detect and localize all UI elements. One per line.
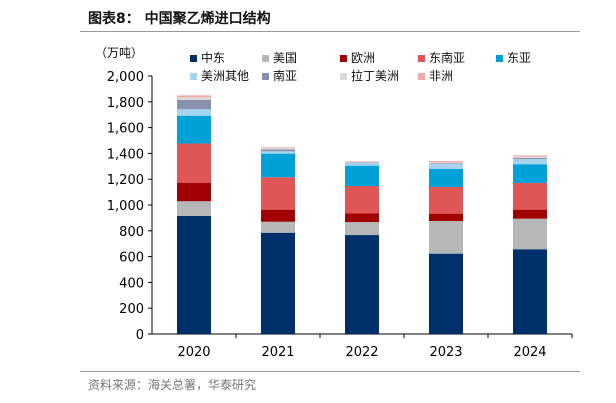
y-tick-label: 1,000 [107,199,144,214]
bar-segment-2020-非洲 [177,95,211,98]
x-tick-label: 2022 [345,345,378,360]
bar-segment-2022-南亚 [345,162,379,163]
bar-segment-2023-美国 [429,220,463,254]
legend-label-美国: 美国 [273,51,297,65]
bar-segment-2020-美国 [177,201,211,216]
legend-label-中东: 中东 [201,50,225,65]
bar-segment-2020-拉丁美洲 [177,97,211,100]
legend-swatch-拉丁美洲 [340,73,347,80]
bar-segment-2024-美国 [513,218,547,250]
bar-segment-2023-南亚 [429,163,463,164]
bar-segment-2023-拉丁美洲 [429,162,463,164]
x-tick-label: 2021 [261,345,294,360]
bar-segment-2022-欧洲 [345,213,379,223]
legend-label-拉丁美洲: 拉丁美洲 [351,68,399,83]
legend-swatch-东亚 [496,55,503,62]
bar-segment-2020-南亚 [177,99,211,110]
y-tick-label: 1,400 [107,147,144,162]
bar-segment-2023-东亚 [429,169,463,187]
legend-swatch-美国 [262,55,269,62]
bar-segment-2020-欧洲 [177,182,211,202]
bar-segment-2020-东南亚 [177,143,211,183]
bar-segment-2024-东南亚 [513,182,547,210]
source-divider [80,371,580,372]
legend-swatch-欧洲 [340,55,347,62]
y-axis-unit-label: （万吨） [95,46,143,60]
bar-segment-2024-东亚 [513,164,547,183]
x-tick-label: 2023 [429,345,462,360]
source-note: 资料来源：海关总署，华泰研究 [88,378,257,392]
y-tick-label: 200 [119,302,144,317]
bar-segment-2024-美洲其他 [513,158,547,165]
bar-segment-2023-非洲 [429,161,463,163]
bar-segment-2023-中东 [429,253,463,334]
legend-label-美洲其他: 美洲其他 [201,69,249,83]
y-tick-label: 1,200 [107,173,144,188]
figure-title: 图表8： 中国聚乙烯进口结构 [88,11,271,27]
legend-label-欧洲: 欧洲 [351,51,375,65]
legend-label-非洲: 非洲 [429,69,453,83]
bar-segment-2020-中东 [177,215,211,334]
bar-segment-2023-美洲其他 [429,163,463,170]
bar-segment-2021-拉丁美洲 [261,147,295,150]
bar-segment-2021-东亚 [261,153,295,178]
legend-swatch-东南亚 [418,55,425,62]
bar-segment-2024-欧洲 [513,209,547,219]
bar-segment-2021-中东 [261,232,295,334]
bar-segment-2022-美国 [345,222,379,236]
y-tick-label: 1,600 [107,122,144,137]
bar-segment-2024-南亚 [513,157,547,159]
bar-segment-2020-美洲其他 [177,109,211,116]
legend-swatch-非洲 [418,73,425,80]
bar-segment-2021-欧洲 [261,209,295,222]
legend-swatch-南亚 [262,73,269,80]
legend-label-东南亚: 东南亚 [429,50,465,65]
bar-segment-2020-东亚 [177,115,211,144]
bar-segment-2021-南亚 [261,149,295,152]
y-tick-label: 2,000 [107,70,144,85]
bar-segment-2022-东亚 [345,165,379,187]
x-tick-label: 2024 [513,345,546,360]
y-tick-label: 400 [119,276,144,291]
legend-swatch-中东 [190,55,197,62]
bar-segment-2022-非洲 [345,161,379,162]
bar-segment-2022-东南亚 [345,186,379,214]
y-tick-label: 1,800 [107,96,144,111]
legend-swatch-美洲其他 [190,73,197,80]
y-tick-label: 800 [119,225,144,240]
bar-segment-2023-东南亚 [429,186,463,214]
y-tick-label: 0 [136,328,144,343]
x-tick-label: 2020 [177,345,210,360]
bar-segment-2024-非洲 [513,155,547,157]
bar-segment-2021-美洲其他 [261,151,295,154]
bar-segment-2024-中东 [513,249,547,334]
bar-segment-2021-美国 [261,221,295,233]
bar-segment-2023-欧洲 [429,213,463,221]
bar-segment-2022-美洲其他 [345,162,379,166]
bar-segment-2022-中东 [345,235,379,334]
bar-segment-2021-东南亚 [261,177,295,210]
bar-segment-2024-拉丁美洲 [513,156,547,158]
y-tick-label: 600 [119,251,144,266]
legend-label-东亚: 东亚 [507,51,531,65]
title-divider [80,31,580,32]
legend-label-南亚: 南亚 [273,68,297,83]
